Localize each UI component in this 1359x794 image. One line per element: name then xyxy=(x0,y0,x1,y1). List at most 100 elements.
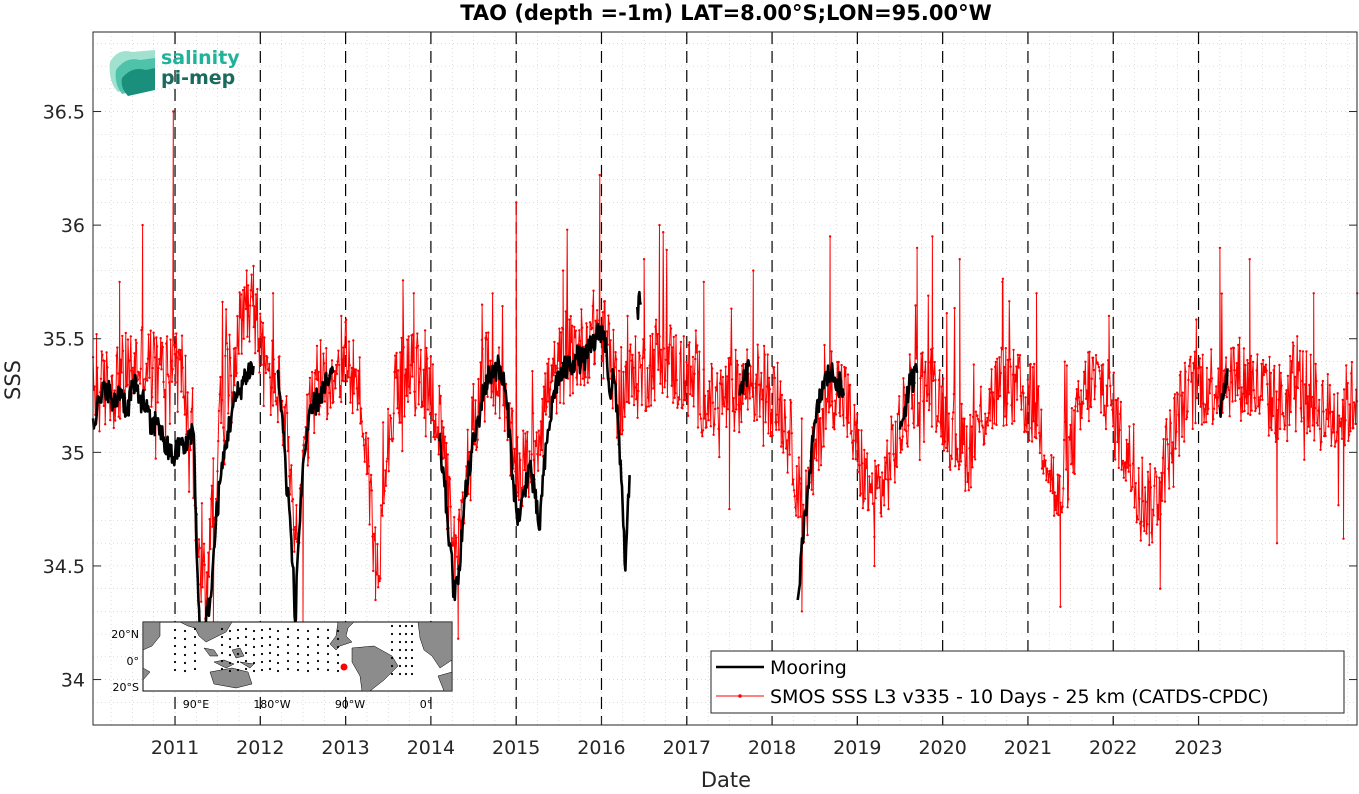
smos-point xyxy=(396,369,400,372)
buoy-dot xyxy=(336,669,340,673)
smos-point xyxy=(739,407,742,411)
smos-point xyxy=(993,422,996,425)
smos-point xyxy=(866,452,869,455)
smos-point xyxy=(474,399,477,402)
smos-point xyxy=(350,366,354,370)
smos-point xyxy=(201,586,204,589)
smos-point xyxy=(1294,430,1298,433)
smos-point xyxy=(1291,341,1295,344)
smos-point xyxy=(1228,415,1231,418)
smos-point xyxy=(748,397,752,400)
smos-point xyxy=(406,400,410,403)
smos-point xyxy=(510,407,513,410)
smos-point xyxy=(1288,354,1292,358)
smos-point xyxy=(686,414,690,417)
smos-point xyxy=(1111,408,1114,411)
smos-point xyxy=(642,258,646,261)
smos-point xyxy=(998,356,1001,359)
smos-point xyxy=(355,387,358,390)
smos-point xyxy=(1042,472,1045,475)
buoy-dot xyxy=(306,669,310,673)
smos-point xyxy=(293,526,297,529)
buoy-dot xyxy=(252,629,256,633)
buoy-dot xyxy=(276,629,280,633)
smos-point xyxy=(234,346,237,350)
smos-point xyxy=(799,515,802,518)
smos-point xyxy=(814,438,818,441)
buoy-dot xyxy=(252,645,256,649)
smos-point xyxy=(111,374,114,377)
smos-point xyxy=(1130,488,1133,491)
smos-point xyxy=(893,481,897,484)
smos-point xyxy=(1331,410,1334,413)
smos-point xyxy=(1131,462,1135,465)
smos-point xyxy=(524,432,527,435)
legend-marker-smos xyxy=(738,694,742,698)
smos-point xyxy=(526,430,529,434)
smos-point xyxy=(942,377,945,380)
smos-point xyxy=(1319,448,1322,451)
smos-point xyxy=(708,396,712,400)
smos-point xyxy=(830,350,833,353)
smos-point xyxy=(369,473,373,477)
smos-point xyxy=(942,449,946,452)
smos-point xyxy=(124,331,128,335)
smos-point xyxy=(901,435,904,438)
smos-point xyxy=(991,391,995,394)
x-tick-label: 2020 xyxy=(918,737,966,759)
smos-point xyxy=(627,401,631,405)
smos-point xyxy=(389,414,392,417)
smos-point xyxy=(381,514,384,517)
smos-point xyxy=(1303,458,1306,461)
smos-point xyxy=(455,536,458,539)
smos-point xyxy=(576,383,579,386)
smos-point xyxy=(662,347,666,350)
smos-point xyxy=(1275,390,1278,393)
smos-point xyxy=(662,231,665,234)
smos-point xyxy=(1059,501,1062,504)
smos-point xyxy=(525,440,528,443)
smos-point xyxy=(1094,354,1098,357)
smos-point xyxy=(1313,439,1316,442)
smos-point xyxy=(657,368,660,371)
smos-point xyxy=(1002,424,1005,427)
smos-point xyxy=(150,396,154,399)
smos-point xyxy=(834,399,837,402)
buoy-dot xyxy=(286,635,290,639)
smos-point xyxy=(781,441,784,444)
smos-point xyxy=(934,378,937,382)
smos-point xyxy=(536,469,540,472)
smos-point xyxy=(578,339,582,343)
smos-point xyxy=(289,468,292,472)
smos-point xyxy=(1121,459,1125,463)
smos-point xyxy=(256,287,259,291)
smos-point xyxy=(902,386,906,389)
smos-point xyxy=(561,269,565,272)
smos-point xyxy=(899,451,902,454)
smos-point xyxy=(1025,430,1029,434)
smos-point xyxy=(1315,421,1319,425)
smos-point xyxy=(944,396,947,399)
buoy-dot xyxy=(173,652,177,656)
smos-point xyxy=(270,386,273,389)
smos-point xyxy=(588,376,591,379)
smos-point xyxy=(672,335,675,339)
smos-point xyxy=(1004,347,1007,350)
smos-point xyxy=(549,388,552,391)
buoy-dot xyxy=(268,643,272,647)
smos-point xyxy=(894,420,897,423)
logo-line1: salinity xyxy=(161,47,240,69)
smos-point xyxy=(534,444,538,448)
smos-point xyxy=(821,408,825,411)
smos-point xyxy=(119,358,123,361)
buoy-dot xyxy=(316,667,320,671)
smos-point xyxy=(1024,396,1027,399)
smos-point xyxy=(813,457,816,460)
smos-point xyxy=(171,368,174,371)
smos-point xyxy=(1141,500,1145,503)
smos-point xyxy=(1146,470,1150,474)
smos-point xyxy=(326,412,329,415)
buoy-dot xyxy=(390,664,394,668)
series-mooring-line xyxy=(898,362,919,430)
smos-point xyxy=(138,371,141,375)
